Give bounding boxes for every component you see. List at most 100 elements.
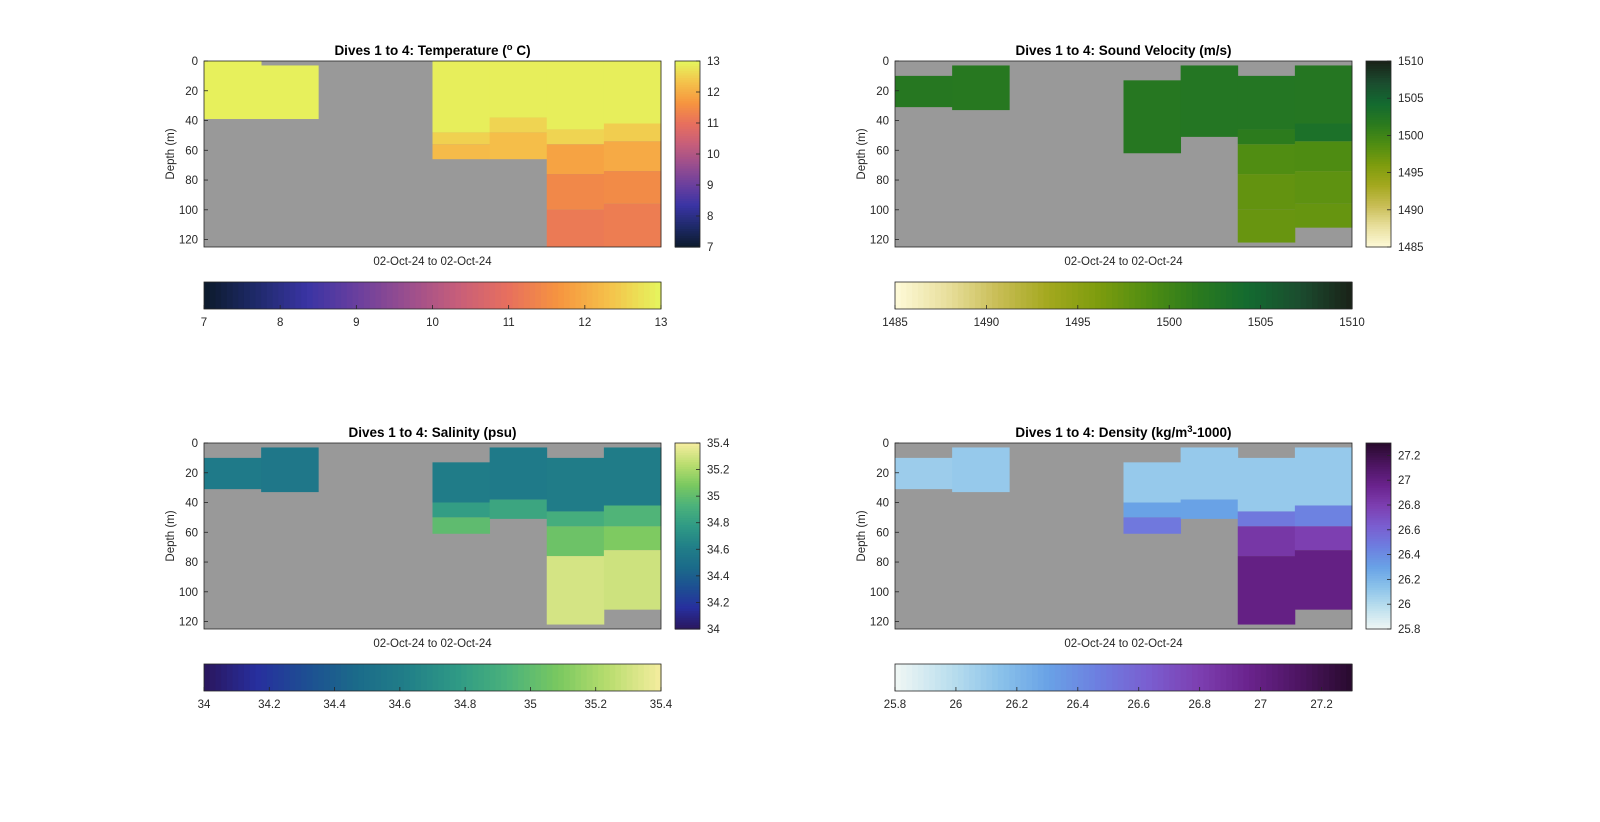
colorbar-tick-label: 35.2 <box>707 465 729 477</box>
colorbar-swatch <box>895 664 902 691</box>
colorbar-swatch <box>546 282 554 309</box>
y-tick-label: 40 <box>185 116 198 128</box>
colorbar-tick-label: 1505 <box>1398 93 1424 105</box>
colorbar-swatch <box>381 664 388 691</box>
colorbar-swatch <box>518 282 525 309</box>
colorbar-swatch <box>1192 282 1199 309</box>
y-tick-label: 60 <box>876 145 889 157</box>
colorbar-swatch <box>1203 282 1210 309</box>
colorbar-swatch <box>438 664 445 691</box>
data-cell <box>546 511 605 527</box>
colorbar-swatch <box>1032 664 1039 691</box>
colorbar-swatch <box>1083 664 1090 691</box>
colorbar-swatch <box>1366 230 1391 234</box>
colorbar-swatch <box>432 282 439 309</box>
colorbar-swatch <box>992 664 999 691</box>
colorbar-swatch <box>1226 282 1233 309</box>
colorbar-swatch <box>255 664 262 691</box>
colorbar-swatch <box>249 664 257 691</box>
data-cell <box>261 447 319 493</box>
colorbar-swatch <box>675 468 700 472</box>
colorbar-swatch <box>1366 233 1391 236</box>
colorbar-swatch <box>1366 121 1391 125</box>
colorbar-swatch <box>1366 88 1391 92</box>
colorbar-swatch <box>449 664 456 691</box>
colorbar-swatch <box>1366 570 1391 574</box>
colorbar-swatch <box>1366 181 1391 185</box>
colorbar-swatch <box>675 512 700 516</box>
colorbar-swatch <box>1152 664 1159 691</box>
colorbar-swatch <box>575 664 582 691</box>
colorbar-swatch <box>1366 184 1391 188</box>
colorbar-swatch <box>1366 216 1391 220</box>
colorbar-swatch <box>952 664 959 691</box>
colorbar-vertical <box>674 442 701 630</box>
colorbar-swatch <box>1340 282 1347 309</box>
colorbar-swatch <box>1060 282 1067 309</box>
colorbar-swatch <box>1366 594 1391 598</box>
colorbar-swatch <box>675 447 700 451</box>
colorbar-swatch <box>1366 552 1391 556</box>
colorbar-swatch <box>443 282 451 309</box>
colorbar-swatch <box>675 473 700 477</box>
colorbar-swatch <box>675 116 700 120</box>
colorbar-swatch <box>675 482 700 486</box>
colorbar-swatch <box>675 154 700 157</box>
colorbar-swatch <box>895 282 902 309</box>
colorbar-swatch <box>1366 443 1391 446</box>
colorbar-swatch <box>675 163 700 167</box>
colorbar-swatch <box>506 664 514 691</box>
colorbar-swatch <box>318 664 325 691</box>
colorbar-swatch <box>369 664 376 691</box>
colorbar-swatch <box>535 664 542 691</box>
colorbar-swatch <box>906 282 913 309</box>
colorbar-swatch <box>1254 664 1262 691</box>
colorbar-swatch <box>1366 149 1391 153</box>
colorbar-swatch <box>563 664 571 691</box>
colorbar-swatch <box>675 452 700 456</box>
colorbar-swatch <box>1306 282 1313 309</box>
colorbar-swatch <box>1366 123 1391 127</box>
colorbar-swatch <box>1366 468 1391 472</box>
colorbar-swatch <box>1366 612 1391 616</box>
colorbar-swatch <box>432 664 439 691</box>
colorbar-swatch <box>1294 664 1302 691</box>
colorbar-tick-label: 35 <box>707 491 720 503</box>
colorbar-swatch <box>1366 160 1391 164</box>
colorbar-swatch <box>1243 664 1250 691</box>
colorbar-swatch <box>929 664 936 691</box>
colorbar-swatch <box>940 282 948 309</box>
colorbar-swatch <box>1032 282 1039 309</box>
colorbar-swatch <box>489 282 496 309</box>
colorbar-swatch <box>1334 664 1342 691</box>
colorbar-swatch <box>675 181 700 185</box>
colorbar-swatch <box>1366 151 1391 155</box>
colorbar-swatch <box>386 282 394 309</box>
colorbar-swatch <box>232 282 239 309</box>
y-tick-label: 0 <box>883 438 889 450</box>
colorbar-swatch <box>675 186 700 190</box>
colorbar-swatch <box>675 212 700 216</box>
colorbar-swatch <box>1366 240 1391 243</box>
colorbar-swatch <box>501 664 508 691</box>
colorbar-swatch <box>1366 177 1391 181</box>
colorbar-swatch <box>1366 72 1391 76</box>
colorbar-swatch <box>1366 235 1391 239</box>
colorbar-swatch <box>1366 510 1391 514</box>
colorbar-swatch <box>352 664 359 691</box>
colorbar-swatch <box>1366 116 1391 120</box>
colorbar-swatch <box>963 664 970 691</box>
colorbar-swatch <box>569 664 576 691</box>
colorbar-swatch <box>675 491 700 495</box>
colorbar-swatch <box>426 282 434 309</box>
colorbar-swatch <box>1366 591 1391 595</box>
colorbar-swatch <box>675 610 700 614</box>
colorbar-swatch <box>289 664 296 691</box>
colorbar-swatch <box>1020 664 1027 691</box>
colorbar-swatch <box>675 167 700 171</box>
colorbar-swatch <box>1277 664 1285 691</box>
colorbar-horizontal <box>894 663 1353 692</box>
colorbar-swatch <box>1300 282 1307 309</box>
colorbar-tick-label: 34.6 <box>707 544 729 556</box>
colorbar-swatch <box>675 226 700 229</box>
